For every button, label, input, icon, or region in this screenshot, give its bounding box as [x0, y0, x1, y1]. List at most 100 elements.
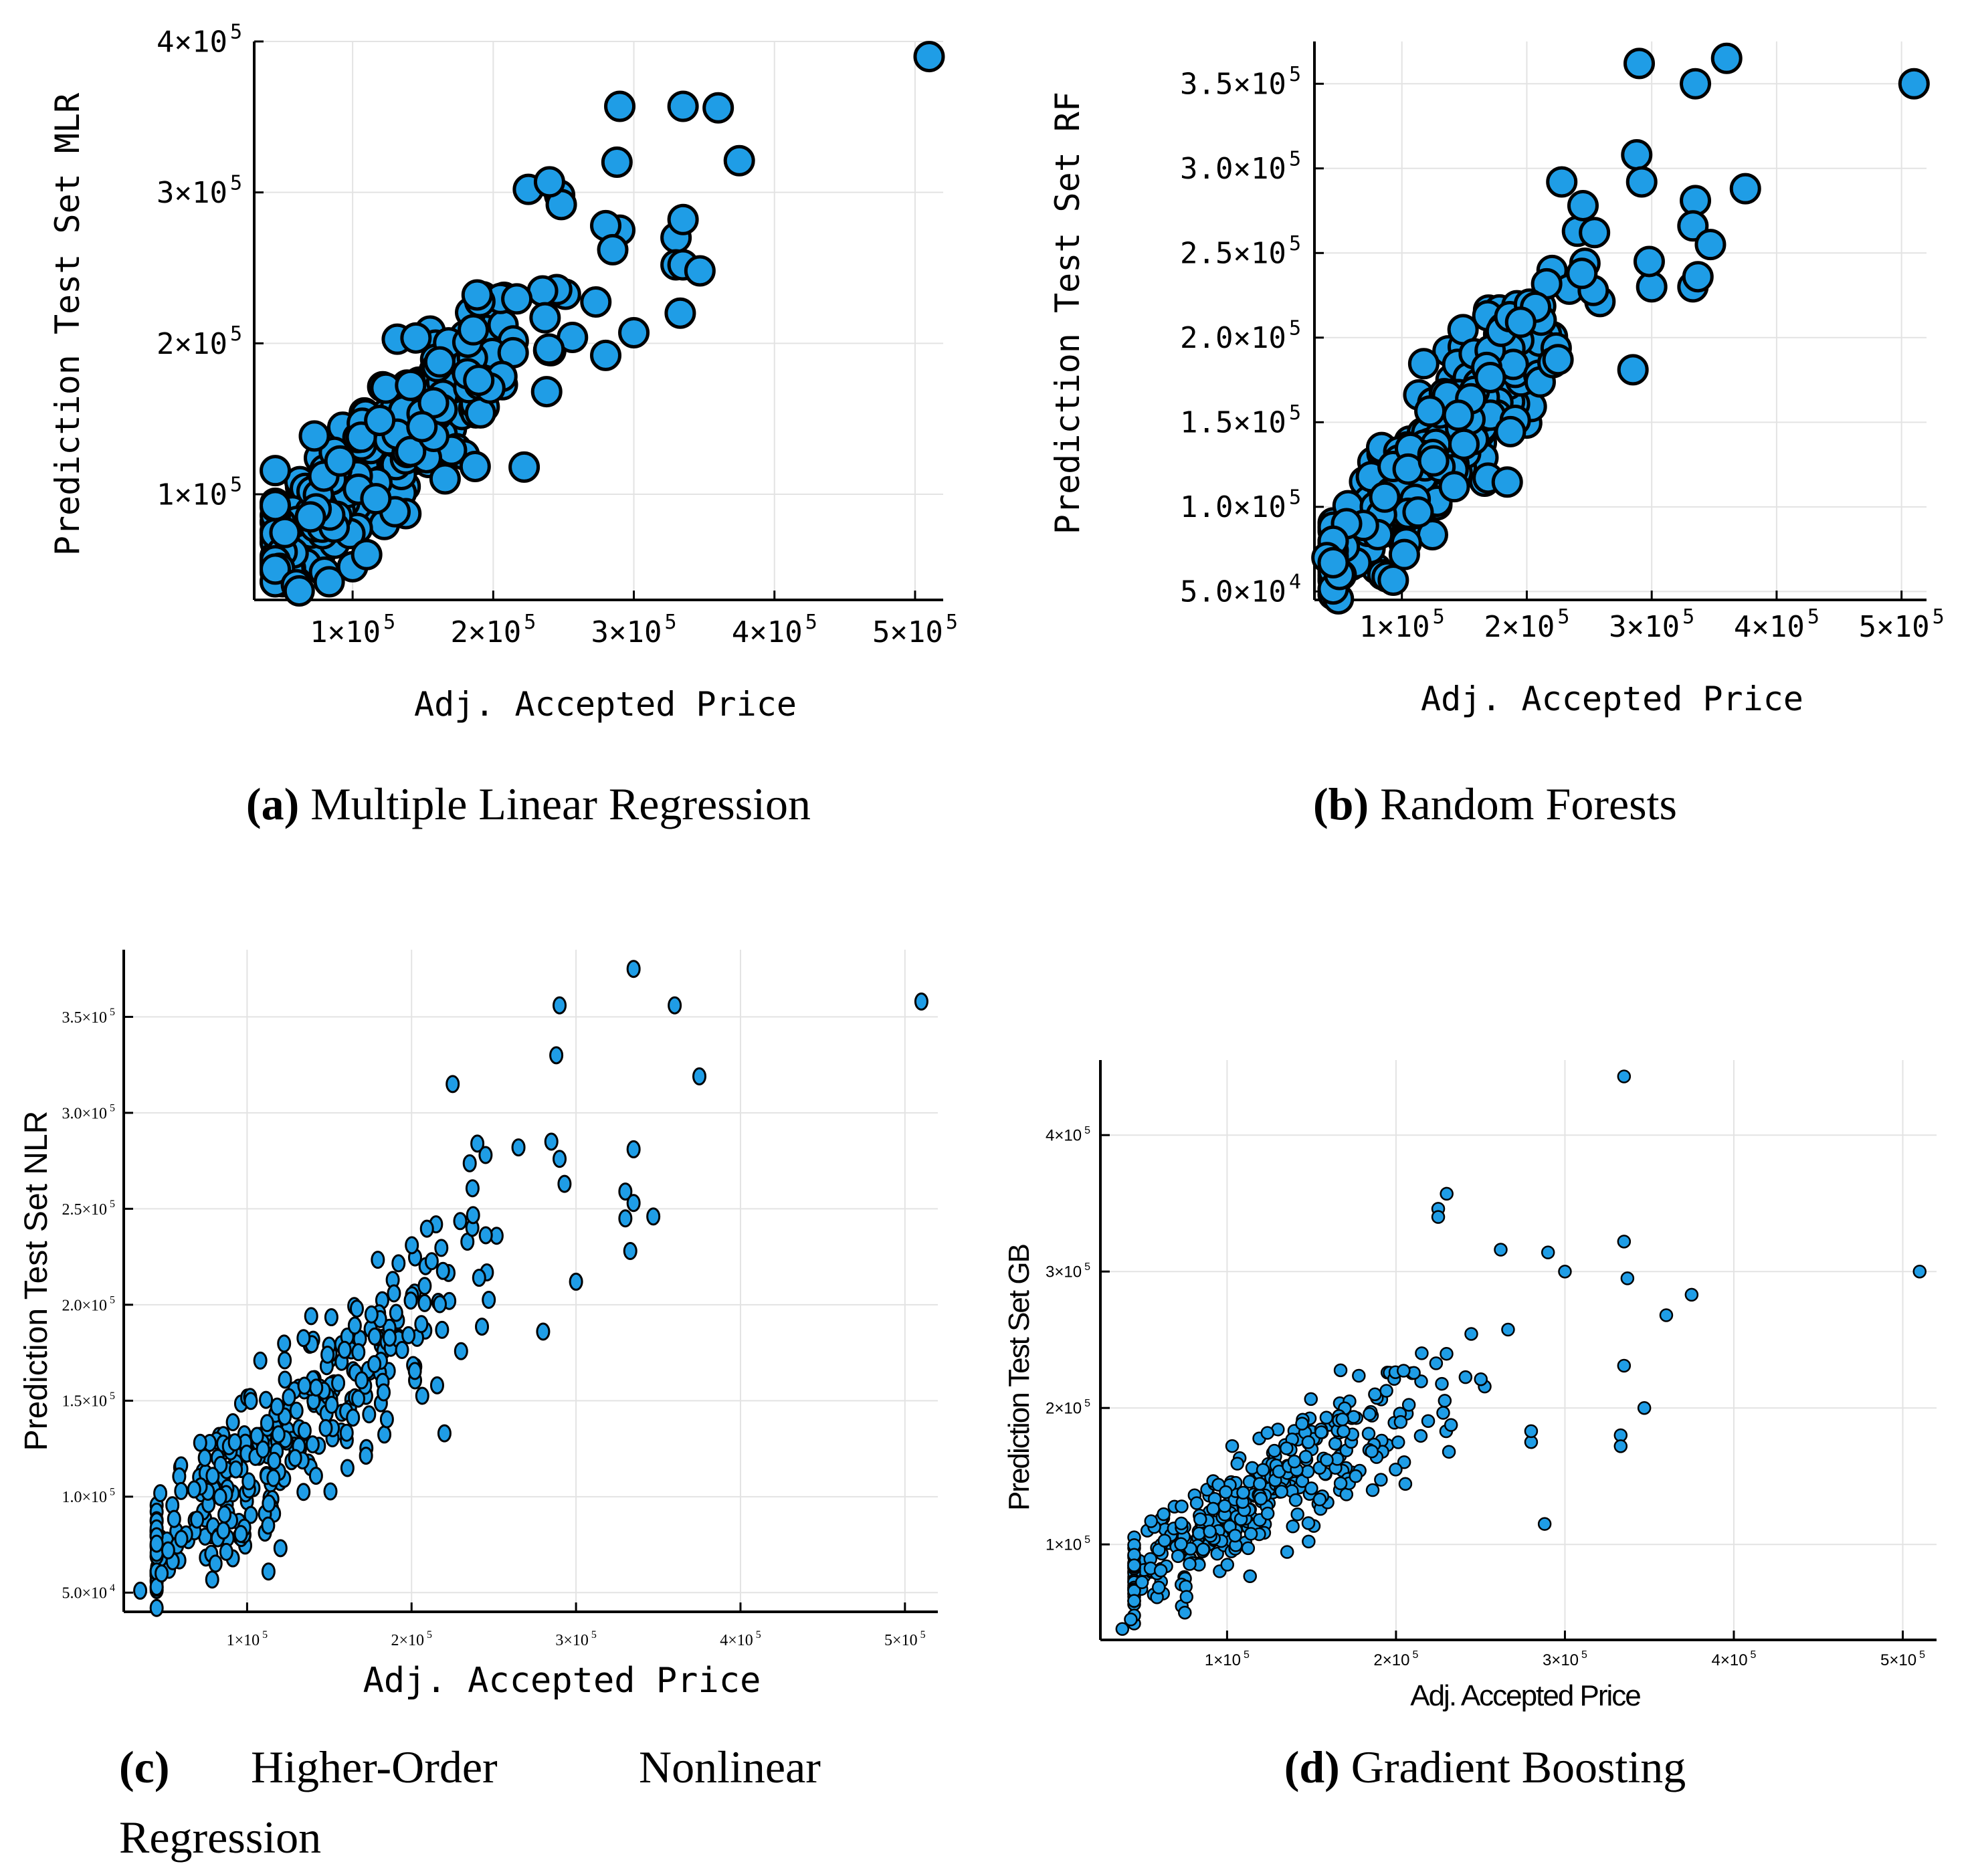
panel-c-caption-w2: Nonlinear: [639, 1742, 821, 1792]
panel-c-point-380: [470, 1134, 485, 1153]
panel-c-point-325: [309, 1378, 324, 1397]
panel-d-point-348: [1171, 1549, 1185, 1564]
panel-b-ytick-label-5: 3.0×10 5: [1180, 147, 1301, 186]
panel-d-points: [1115, 1069, 1927, 1636]
panel-c-caption-label: (c): [119, 1742, 169, 1792]
panel-a-point-344: [508, 451, 540, 483]
panel-a-xtick-label-2: 3×10 5: [591, 611, 677, 649]
panel-b-xtick-label-0: 1×10 5: [1359, 605, 1445, 644]
panel-c-point-244: [466, 1206, 480, 1225]
panel-c-point-134: [389, 1304, 403, 1322]
panel-c-point-352: [482, 1291, 496, 1310]
panel-c-xtick-label-0: 1×10 5: [227, 1629, 268, 1649]
panel-a-point-334: [723, 144, 755, 177]
panel-c-point-285: [229, 1460, 243, 1479]
panel-d-point-395: [1431, 1210, 1446, 1224]
panel-d-point-323: [1368, 1387, 1382, 1401]
panel-c-point-274: [382, 1328, 397, 1347]
panel-a-point-312: [364, 405, 396, 437]
panel-c-point-327: [174, 1481, 189, 1500]
panel-a-point-318: [463, 364, 495, 397]
panel-d-point-376: [1127, 1558, 1141, 1572]
panel-c-point-246: [270, 1397, 284, 1416]
panel-b-point-293: [1388, 538, 1420, 570]
panel-d-point-254: [1301, 1516, 1316, 1530]
panel-d-point-380: [1912, 1264, 1927, 1279]
panel-b-xtick-label-2: 3×10 5: [1609, 605, 1694, 644]
panel-c-xlabel: Adj. Accepted Price: [363, 1661, 761, 1701]
panel-b-point-332: [1636, 271, 1668, 303]
panel-c-point-382: [133, 1581, 148, 1600]
panel-c-point-128: [475, 1318, 490, 1336]
panel-c-point-343: [149, 1598, 164, 1617]
panel-c-point-319: [434, 1239, 449, 1257]
panel-a-caption: (a) Multiple Linear Regression: [246, 778, 811, 829]
panel-a-point-322: [260, 553, 292, 585]
panel-a-point-343: [590, 339, 622, 371]
panel-b-point-333: [1617, 354, 1649, 386]
panel-a-multiple-linear-regression: 1×10 5 2×10 5 3×10 5 4×10 5 5×10 5 1×10 5 2×10 5 3×10 5…: [48, 21, 958, 829]
panel-d-point-388: [1617, 1358, 1632, 1373]
panel-c-point-302: [432, 1295, 447, 1314]
panel-c-point-305: [197, 1449, 212, 1467]
panel-a-ytick-label-2: 3×10 5: [157, 171, 242, 210]
panel-c-point-287: [267, 1451, 282, 1470]
panel-a-point-272: [533, 333, 565, 365]
panel-d-point-373: [1203, 1524, 1217, 1539]
panel-c-point-220: [395, 1341, 409, 1360]
panel-a-xtick-label-3: 4×10 5: [732, 611, 817, 649]
panel-c-points: [133, 960, 928, 1617]
panel-b-point-301: [1438, 471, 1470, 503]
panel-d-point-334: [1464, 1327, 1478, 1341]
panel-c-point-259: [205, 1467, 220, 1485]
panel-a-point-355: [294, 501, 326, 533]
panel-d-point-303: [1183, 1557, 1197, 1571]
panel-c-point-277: [288, 1449, 302, 1467]
panel-c-point-9: [153, 1484, 168, 1503]
panel-c-point-205: [424, 1252, 439, 1271]
panel-c-point-264: [379, 1410, 394, 1429]
panel-d-point-378: [1335, 1413, 1350, 1427]
panel-c-ytick-label-5: 3.0×10 5: [62, 1103, 115, 1123]
panel-a-point-141: [429, 463, 461, 495]
panel-d-point-269: [1333, 1363, 1348, 1378]
panel-d-point-364: [1135, 1575, 1149, 1589]
panel-c-point-372: [623, 1242, 637, 1261]
panel-b-points: [1311, 42, 1930, 615]
panel-a-point-341: [664, 297, 696, 329]
panel-d-point-349: [1365, 1444, 1379, 1459]
panel-a-point-342: [618, 317, 650, 349]
panel-c-point-385: [261, 1562, 276, 1581]
panel-a-point-317: [260, 490, 292, 522]
panel-c-point-23: [465, 1179, 480, 1198]
panel-c-point-354: [262, 1494, 276, 1513]
panel-c-point-376: [437, 1424, 452, 1443]
panel-c-point-364: [692, 1067, 707, 1085]
panel-d-point-102: [1435, 1376, 1449, 1391]
panel-b-point-300: [1474, 361, 1506, 393]
panel-c-point-198: [351, 1343, 366, 1362]
panel-d-point-262: [1415, 1346, 1429, 1360]
panel-d-point-379: [1397, 1364, 1411, 1378]
panel-c-point-133: [415, 1386, 429, 1405]
panel-d-point-356: [1253, 1477, 1267, 1491]
panel-c-point-322: [359, 1447, 373, 1465]
panel-d-point-313: [1352, 1368, 1366, 1383]
panel-d-point-260: [1436, 1406, 1450, 1420]
panel-b-axes: 1×10 5 2×10 5 3×10 5 4×10 5 5×10 5 5.0×10 4 1.0×10 5 1…: [1180, 41, 1945, 644]
panel-d-point-236: [1151, 1580, 1166, 1594]
panel-c-caption-w1: Higher-Order: [251, 1742, 498, 1792]
panel-c-point-338: [297, 1376, 312, 1395]
panel-d-point-389: [1637, 1400, 1652, 1415]
panel-c-point-258: [323, 1482, 338, 1501]
panel-c-point-229: [453, 1212, 468, 1231]
panel-c-point-349: [349, 1299, 364, 1318]
panel-c-ytick-label-2: 1.5×10 5: [62, 1390, 115, 1411]
panel-d-caption: (d) Gradient Boosting: [1284, 1742, 1686, 1792]
panel-d-point-231: [1219, 1485, 1233, 1499]
panel-c-point-368: [618, 1182, 633, 1201]
panel-b-point-81: [1407, 348, 1440, 380]
panel-c-point-350: [261, 1516, 276, 1535]
panel-b-point-324: [1729, 173, 1761, 205]
panel-d-point-381: [1617, 1069, 1632, 1083]
